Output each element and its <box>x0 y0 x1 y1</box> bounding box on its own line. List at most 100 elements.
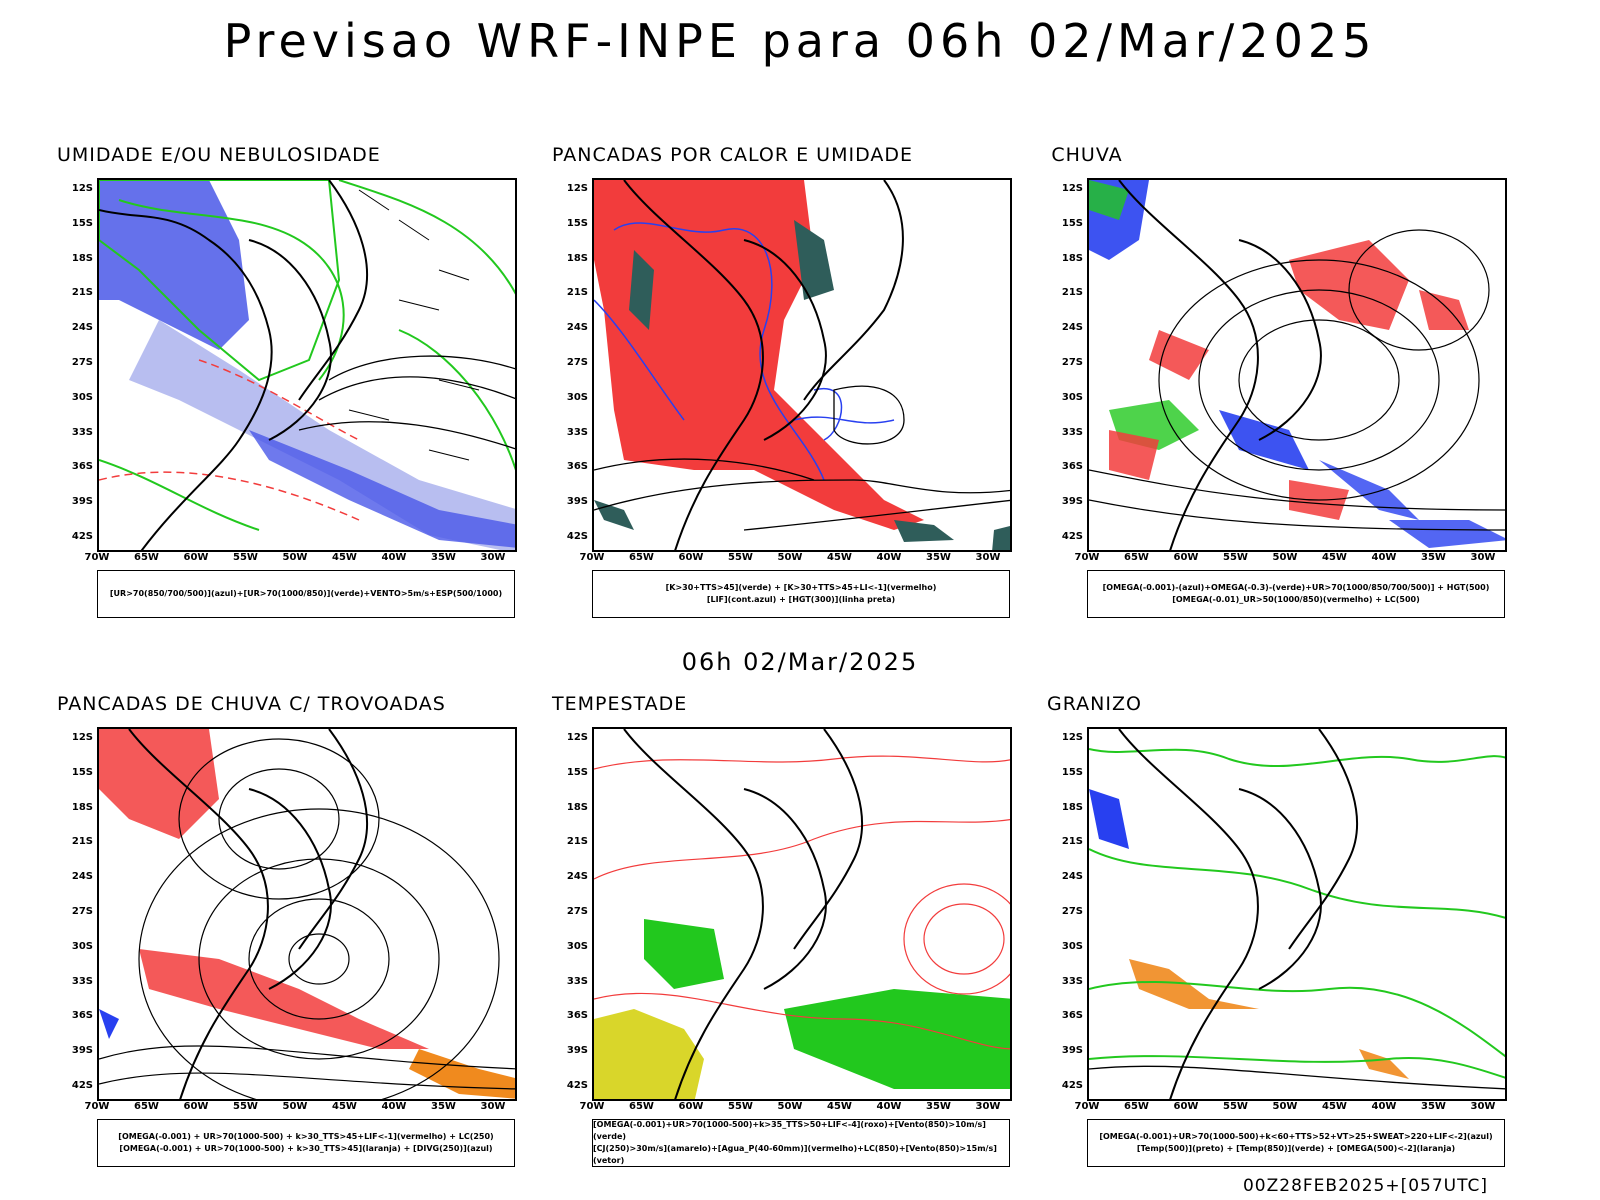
lat-tick-label: 42S <box>1061 1080 1083 1091</box>
lon-tick-label: 40W <box>381 552 407 563</box>
lat-tick-label: 18S <box>1061 801 1083 813</box>
panel-title: TEMPESTADE <box>552 693 688 715</box>
lon-tick-label: 65W <box>134 1101 159 1112</box>
lat-tick-label: 18S <box>71 252 93 264</box>
lat-tick-label: 33S <box>71 426 93 438</box>
legend-line: [OMEGA(-0.001)-(azul)+OMEGA(-0.3)-(verde… <box>1102 583 1490 592</box>
lat-tick-label: 21S <box>71 836 93 848</box>
lon-tick-label: 60W <box>1173 552 1199 563</box>
lon-tick-label: 60W <box>678 552 704 563</box>
lat-tick-label: 15S <box>71 217 93 229</box>
lon-tick-label: 60W <box>183 552 209 563</box>
lat-tick-label: 24S <box>566 322 588 334</box>
legend-line: [OMEGA(-0.001) + UR>70(1000-500) + k>30_… <box>118 1132 494 1141</box>
lat-tick-label: 33S <box>1061 975 1083 987</box>
lat-tick-label: 42S <box>71 1080 93 1091</box>
lon-tick-label: 35W <box>1421 552 1446 563</box>
lat-tick-label: 15S <box>1061 217 1083 229</box>
map-pancadas-calor[interactable] <box>592 178 1012 552</box>
mid-timestamp: 06h 02/Mar/2025 <box>681 648 919 676</box>
panel-title: UMIDADE E/OU NEBULOSIDADE <box>57 144 381 166</box>
map-granizo[interactable] <box>1087 727 1507 1101</box>
lat-tick-label: 15S <box>1061 766 1083 778</box>
model-run-label: 00Z28FEB2025+[057UTC] <box>1242 1176 1488 1196</box>
lon-tick-label: 30W <box>975 552 1001 563</box>
lon-tick-label: 45W <box>1322 552 1347 563</box>
lon-tick-label: 60W <box>183 1101 209 1112</box>
lat-tick-label: 27S <box>71 357 93 368</box>
lat-tick-label: 24S <box>1061 322 1083 334</box>
lat-tick-label: 42S <box>1061 531 1083 542</box>
lon-tick-label: 40W <box>876 1101 902 1112</box>
lat-tick-label: 18S <box>71 801 93 813</box>
lat-tick-label: 33S <box>566 975 588 987</box>
lat-tick-label: 12S <box>1061 183 1083 194</box>
lon-tick-label: 30W <box>1470 552 1496 563</box>
legend: [UR>70(850/700/500)](azul)+[UR>70(1000/8… <box>97 570 515 618</box>
lat-tick-label: 39S <box>566 496 588 508</box>
map-trovoadas[interactable] <box>97 727 517 1101</box>
lat-tick-label: 27S <box>71 906 93 917</box>
lon-tick-label: 65W <box>629 552 654 563</box>
map-umidade[interactable] <box>97 178 517 552</box>
lat-tick-label: 12S <box>71 183 93 194</box>
lat-tick-label: 33S <box>566 426 588 438</box>
lon-tick-label: 50W <box>1272 1101 1298 1112</box>
lon-tick-label: 70W <box>579 1101 605 1112</box>
lat-tick-label: 27S <box>566 357 588 368</box>
lon-tick-label: 35W <box>431 552 456 563</box>
lat-tick-label: 18S <box>566 252 588 264</box>
lon-tick-label: 70W <box>84 552 110 563</box>
lat-tick-label: 12S <box>71 732 93 743</box>
lat-tick-label: 12S <box>566 732 588 743</box>
lon-tick-label: 65W <box>629 1101 654 1112</box>
lon-tick-label: 60W <box>678 1101 704 1112</box>
lon-tick-label: 30W <box>480 1101 506 1112</box>
lat-tick-label: 39S <box>1061 1045 1083 1057</box>
lat-tick-label: 15S <box>566 217 588 229</box>
lon-tick-label: 55W <box>1223 1101 1248 1112</box>
legend-line: [OMEGA(-0.01)_UR>50(1000/850)(vermelho) … <box>1172 595 1420 604</box>
lon-tick-label: 55W <box>728 552 753 563</box>
lon-tick-label: 45W <box>332 1101 357 1112</box>
lat-tick-label: 36S <box>1061 1010 1083 1022</box>
legend-line: [LIF](cont.azul) + [HGT(300)](linha pret… <box>706 595 896 604</box>
lon-tick-label: 50W <box>282 1101 308 1112</box>
lon-tick-label: 55W <box>1223 552 1248 563</box>
lat-tick-label: 21S <box>1061 836 1083 848</box>
lat-tick-label: 30S <box>1061 940 1083 952</box>
legend-line: [OMEGA(-0.001)+UR>70(1000-500)+k>35_TTS>… <box>593 1120 986 1141</box>
legend: [OMEGA(-0.001) + UR>70(1000-500) + k>30_… <box>97 1119 515 1167</box>
lon-tick-label: 70W <box>1074 552 1100 563</box>
lon-tick-label: 40W <box>381 1101 407 1112</box>
legend-line: [OMEGA(-0.001)+UR>70(1000-500)+k<60+TTS>… <box>1099 1132 1493 1141</box>
lat-tick-label: 30S <box>566 940 588 952</box>
lon-tick-label: 30W <box>975 1101 1001 1112</box>
lat-tick-label: 33S <box>1061 426 1083 438</box>
lon-tick-label: 40W <box>1371 1101 1397 1112</box>
lat-tick-label: 39S <box>566 1045 588 1057</box>
lat-tick-label: 21S <box>1061 287 1083 299</box>
legend: [OMEGA(-0.001)+UR>70(1000-500)+k<60+TTS>… <box>1087 1119 1505 1167</box>
panel-title: CHUVA <box>1051 144 1123 166</box>
lat-tick-label: 42S <box>566 531 588 542</box>
legend: [OMEGA(-0.001)+UR>70(1000-500)+k>35_TTS>… <box>592 1119 1010 1167</box>
lon-tick-label: 45W <box>1322 1101 1347 1112</box>
legend-line: [UR>70(850/700/500)](azul)+[UR>70(1000/8… <box>109 589 503 598</box>
legend-line: [K>30+TTS>45](verde) + [K>30+TTS>45+LI<-… <box>665 583 937 592</box>
lat-tick-label: 24S <box>566 871 588 883</box>
lon-tick-label: 30W <box>1470 1101 1496 1112</box>
lat-tick-label: 39S <box>1061 496 1083 508</box>
lon-tick-label: 55W <box>728 1101 753 1112</box>
map-tempestade[interactable] <box>592 727 1012 1101</box>
lon-tick-label: 50W <box>777 552 803 563</box>
lon-tick-label: 55W <box>233 1101 258 1112</box>
lon-tick-label: 30W <box>480 552 506 563</box>
lat-tick-label: 15S <box>566 766 588 778</box>
lat-tick-label: 21S <box>566 836 588 848</box>
map-chuva[interactable] <box>1087 178 1507 552</box>
lon-tick-label: 35W <box>926 1101 951 1112</box>
lat-tick-label: 36S <box>566 1010 588 1022</box>
lat-tick-label: 39S <box>71 496 93 508</box>
lat-tick-label: 24S <box>1061 871 1083 883</box>
